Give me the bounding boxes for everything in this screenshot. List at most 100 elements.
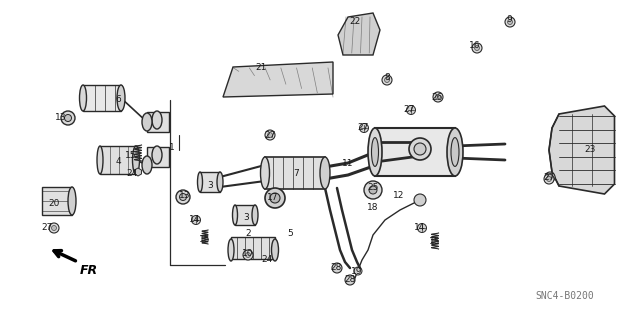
Circle shape	[508, 19, 513, 25]
Ellipse shape	[447, 128, 463, 176]
Ellipse shape	[79, 85, 86, 111]
Text: 25: 25	[367, 183, 379, 192]
Circle shape	[414, 194, 426, 206]
Circle shape	[270, 193, 280, 203]
Ellipse shape	[371, 137, 378, 167]
Text: 13: 13	[179, 190, 191, 199]
Circle shape	[265, 130, 275, 140]
Text: 23: 23	[584, 145, 596, 153]
Circle shape	[246, 253, 250, 257]
Bar	[235, 205, 255, 225]
Circle shape	[547, 174, 552, 180]
Circle shape	[406, 106, 415, 115]
Polygon shape	[134, 168, 141, 176]
Ellipse shape	[152, 111, 162, 129]
Text: 28: 28	[330, 263, 342, 272]
Ellipse shape	[152, 146, 162, 164]
Circle shape	[369, 186, 377, 194]
Circle shape	[382, 75, 392, 85]
Ellipse shape	[142, 113, 152, 131]
Circle shape	[345, 275, 355, 285]
Bar	[42, 187, 72, 215]
Text: 3: 3	[207, 181, 213, 189]
Ellipse shape	[132, 146, 140, 174]
Text: 14: 14	[189, 216, 201, 225]
Ellipse shape	[252, 205, 258, 225]
Text: 15: 15	[125, 151, 137, 160]
Bar	[100, 146, 136, 174]
Circle shape	[268, 132, 273, 137]
Ellipse shape	[68, 187, 76, 215]
Text: 28: 28	[344, 275, 356, 284]
Text: 21: 21	[255, 63, 267, 72]
Ellipse shape	[260, 157, 269, 189]
Text: 10: 10	[243, 249, 253, 258]
Text: 8: 8	[384, 73, 390, 83]
Polygon shape	[549, 106, 614, 194]
Circle shape	[332, 263, 342, 273]
Text: 24: 24	[126, 168, 138, 177]
Text: 4: 4	[115, 158, 121, 167]
Ellipse shape	[451, 137, 459, 167]
Circle shape	[433, 92, 443, 102]
Bar	[265, 157, 325, 189]
Circle shape	[65, 115, 72, 122]
Text: 7: 7	[293, 168, 299, 177]
Text: 26: 26	[431, 93, 443, 101]
Circle shape	[385, 78, 390, 83]
Polygon shape	[338, 13, 380, 55]
Circle shape	[547, 176, 552, 182]
Circle shape	[414, 143, 426, 155]
Ellipse shape	[97, 146, 103, 174]
Bar	[231, 237, 275, 259]
Text: 27: 27	[357, 123, 369, 132]
Text: 16: 16	[469, 41, 481, 50]
Text: 14: 14	[414, 224, 426, 233]
Text: 13: 13	[55, 114, 67, 122]
Text: 6: 6	[115, 95, 121, 105]
Bar	[375, 128, 455, 176]
Circle shape	[364, 181, 382, 199]
Text: 18: 18	[367, 203, 379, 211]
Bar	[200, 172, 220, 192]
Text: FR: FR	[80, 264, 98, 277]
Text: 12: 12	[394, 191, 404, 201]
Bar	[147, 147, 169, 167]
Circle shape	[49, 223, 59, 233]
Text: 27: 27	[264, 130, 276, 139]
Text: 9: 9	[506, 16, 512, 25]
Text: 1: 1	[169, 144, 175, 152]
Bar	[147, 112, 169, 132]
Circle shape	[474, 46, 479, 50]
Text: 2: 2	[245, 228, 251, 238]
Ellipse shape	[232, 205, 237, 225]
Circle shape	[243, 250, 253, 260]
Bar	[83, 85, 121, 111]
Text: 17: 17	[268, 192, 279, 202]
Circle shape	[179, 194, 186, 201]
Circle shape	[265, 188, 285, 208]
Text: 27: 27	[42, 224, 52, 233]
Circle shape	[417, 224, 426, 233]
Text: 27: 27	[403, 106, 415, 115]
Ellipse shape	[198, 172, 202, 192]
Text: 11: 11	[342, 159, 354, 167]
Text: 15: 15	[429, 236, 441, 246]
Circle shape	[409, 138, 431, 160]
Text: 15: 15	[199, 235, 211, 244]
Ellipse shape	[320, 157, 330, 189]
Text: 22: 22	[349, 18, 360, 26]
Circle shape	[354, 267, 362, 275]
Text: SNC4-B0200: SNC4-B0200	[536, 291, 595, 301]
Circle shape	[544, 174, 554, 184]
Polygon shape	[223, 62, 333, 97]
Circle shape	[472, 43, 482, 53]
Text: 5: 5	[287, 229, 293, 239]
Text: 19: 19	[351, 266, 363, 276]
Circle shape	[61, 111, 75, 125]
Ellipse shape	[217, 172, 223, 192]
Ellipse shape	[271, 239, 278, 261]
Circle shape	[360, 123, 369, 132]
Ellipse shape	[228, 239, 234, 261]
Circle shape	[191, 216, 200, 225]
